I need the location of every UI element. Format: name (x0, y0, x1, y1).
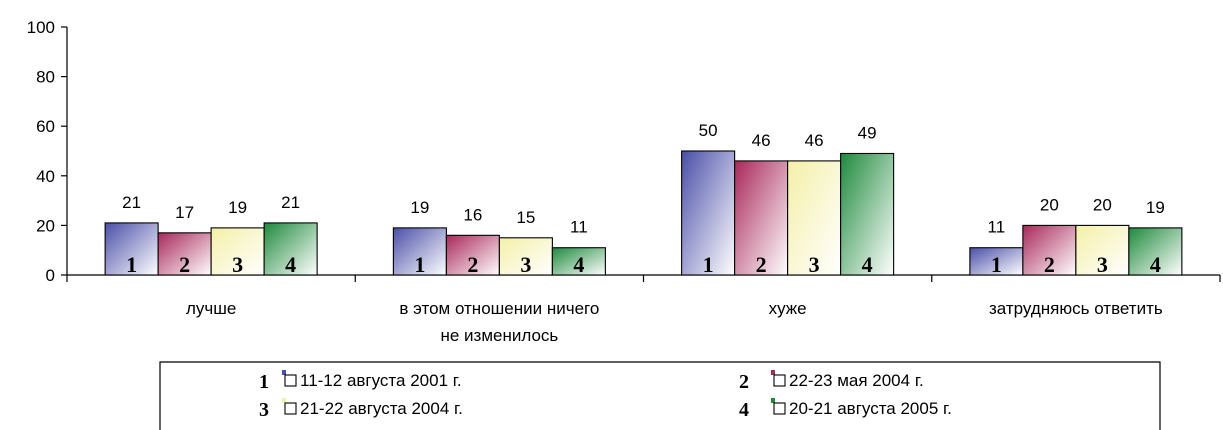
bar (787, 160, 842, 276)
bar-series-number: 4 (862, 252, 873, 277)
data-label: 46 (752, 131, 771, 150)
data-label: 21 (122, 193, 141, 212)
bar-series-number: 4 (285, 252, 296, 277)
category-label: хуже (769, 299, 807, 318)
bar (392, 227, 447, 276)
legend-number: 2 (739, 371, 749, 393)
data-label: 11 (570, 218, 588, 237)
legend-box (159, 361, 1161, 430)
legend-marker (284, 402, 297, 415)
bar-series-number: 2 (467, 252, 478, 277)
bar-series-number: 1 (991, 252, 1002, 277)
bar-series-number: 1 (414, 252, 425, 277)
data-label: 20 (1040, 195, 1059, 214)
category-label: затрудняюсь ответить (989, 299, 1163, 318)
legend-color-swatch (282, 398, 286, 403)
legend-number: 1 (259, 371, 269, 393)
data-label: 21 (281, 193, 300, 212)
category-label: не изменилось (440, 326, 558, 345)
category-label: лучше (186, 299, 236, 318)
data-label: 17 (175, 203, 194, 222)
legend-entry-label: 22-23 мая 2004 г. (789, 371, 924, 390)
legend-number: 4 (739, 399, 749, 421)
chart-bars (104, 150, 1183, 276)
legend-marker (284, 374, 297, 387)
bar-series-number: 2 (1044, 252, 1055, 277)
bar (157, 232, 212, 276)
legend-color-swatch (771, 370, 775, 375)
bar (551, 247, 606, 276)
bar-series-number: 3 (1097, 252, 1108, 277)
bar (104, 222, 159, 276)
bar (498, 237, 553, 276)
bar (263, 222, 318, 276)
data-label: 19 (410, 198, 429, 217)
y-tick-label: 80 (36, 68, 55, 87)
bar-series-number: 3 (809, 252, 820, 277)
legend-entry-label: 21-22 августа 2004 г. (300, 399, 463, 418)
data-label: 50 (699, 121, 718, 140)
y-tick-label: 40 (36, 167, 55, 186)
legend-marker (773, 402, 786, 415)
bar (1128, 227, 1183, 276)
y-tick-label: 100 (27, 18, 55, 37)
data-label: 11 (988, 218, 1006, 237)
bar-series-number: 3 (232, 252, 243, 277)
data-label: 46 (805, 131, 824, 150)
legend-color-swatch (282, 370, 286, 375)
bar-series-number: 4 (1150, 252, 1161, 277)
y-tick-label: 60 (36, 117, 55, 136)
y-tick-label: 20 (36, 216, 55, 235)
bar-series-number: 2 (756, 252, 767, 277)
bar-series-number: 4 (573, 252, 584, 277)
data-label: 16 (463, 205, 482, 224)
data-label: 19 (1146, 198, 1165, 217)
bar (840, 152, 895, 276)
category-label: в этом отношении ничего (399, 299, 599, 318)
bar-series-number: 2 (179, 252, 190, 277)
bar-series-number: 1 (126, 252, 137, 277)
bar-series-number: 1 (703, 252, 714, 277)
data-label: 15 (516, 208, 535, 227)
legend-color-swatch (771, 398, 775, 403)
bar (1022, 224, 1077, 276)
bar (1075, 224, 1130, 276)
bar (210, 227, 265, 276)
legend-marker (773, 374, 786, 387)
data-label: 49 (858, 123, 877, 142)
y-tick-label: 0 (46, 266, 55, 285)
data-label: 19 (228, 198, 247, 217)
legend-number: 3 (259, 399, 269, 421)
data-label: 20 (1093, 195, 1112, 214)
bar (681, 150, 736, 276)
bar-series-number: 3 (520, 252, 531, 277)
legend-entry-label: 11-12 августа 2001 г. (300, 371, 462, 390)
legend-entry-label: 20-21 августа 2005 г. (789, 399, 952, 418)
chart-legend: 1 11-12 августа 2001 г. 2 22-23 мая 2004 г.… (159, 361, 1161, 430)
